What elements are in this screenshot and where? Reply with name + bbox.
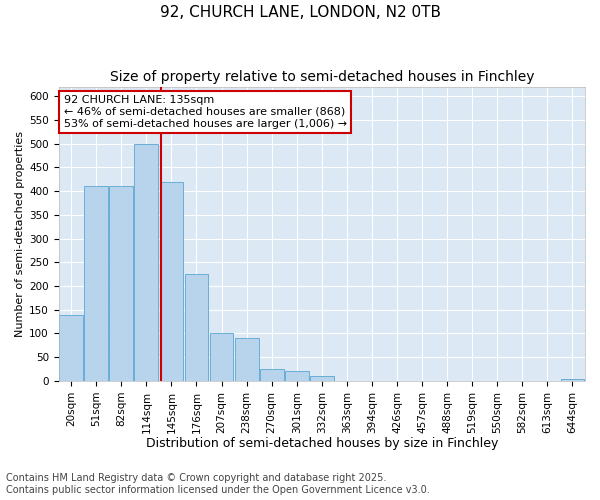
Bar	[185, 274, 208, 381]
Y-axis label: Number of semi-detached properties: Number of semi-detached properties	[15, 131, 25, 337]
Text: 92 CHURCH LANE: 135sqm
← 46% of semi-detached houses are smaller (868)
53% of se: 92 CHURCH LANE: 135sqm ← 46% of semi-det…	[64, 96, 347, 128]
X-axis label: Distribution of semi-detached houses by size in Finchley: Distribution of semi-detached houses by …	[146, 437, 498, 450]
Bar	[260, 369, 284, 381]
Title: Size of property relative to semi-detached houses in Finchley: Size of property relative to semi-detach…	[110, 70, 534, 84]
Bar	[235, 338, 259, 381]
Text: Contains HM Land Registry data © Crown copyright and database right 2025.
Contai: Contains HM Land Registry data © Crown c…	[6, 474, 430, 495]
Bar	[109, 186, 133, 381]
Bar	[85, 186, 108, 381]
Bar	[134, 144, 158, 381]
Bar	[59, 314, 83, 381]
Bar	[285, 372, 308, 381]
Bar	[209, 334, 233, 381]
Bar	[160, 182, 184, 381]
Text: 92, CHURCH LANE, LONDON, N2 0TB: 92, CHURCH LANE, LONDON, N2 0TB	[160, 5, 440, 20]
Bar	[560, 378, 584, 381]
Bar	[310, 376, 334, 381]
